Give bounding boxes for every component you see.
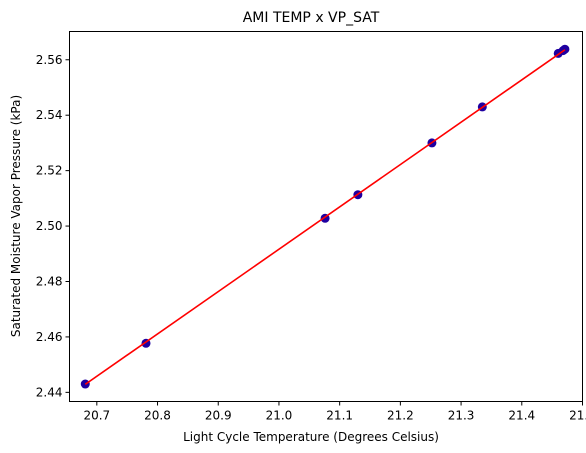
y-tick-label: 2.46 — [36, 330, 63, 344]
regression-line — [84, 49, 566, 385]
x-tick-label: 20.9 — [205, 409, 232, 423]
x-tick-label: 21.4 — [508, 409, 535, 423]
x-axis-title: Light Cycle Temperature (Degrees Celsius… — [183, 430, 439, 444]
x-tick-label: 21.1 — [326, 409, 353, 423]
axes-frame — [69, 31, 583, 402]
x-tick-label: 21.2 — [387, 409, 414, 423]
x-tick-label: 21.5 — [569, 409, 586, 423]
x-tick-label: 20.7 — [83, 409, 110, 423]
y-axis-ticks: 2.44 2.46 2.48 2.50 2.52 2.54 2.56 — [36, 53, 70, 399]
chart-title: AMI TEMP x VP_SAT — [243, 10, 380, 26]
x-tick-label: 21.0 — [266, 409, 293, 423]
y-tick-label: 2.56 — [36, 53, 63, 67]
x-tick-label: 21.3 — [448, 409, 475, 423]
x-axis-ticks: 20.7 20.8 20.9 21.0 21.1 21.2 21.3 21.4 21.5 — [83, 401, 586, 423]
y-tick-label: 2.52 — [36, 164, 63, 178]
x-tick-label: 20.8 — [144, 409, 171, 423]
y-tick-label: 2.44 — [36, 385, 63, 399]
plot-area — [80, 44, 570, 389]
y-tick-label: 2.50 — [36, 219, 63, 233]
y-axis-title: Saturated Moisture Vapor Pressure (kPa) — [9, 95, 23, 337]
y-tick-label: 2.54 — [36, 108, 63, 122]
y-tick-label: 2.48 — [36, 274, 63, 288]
